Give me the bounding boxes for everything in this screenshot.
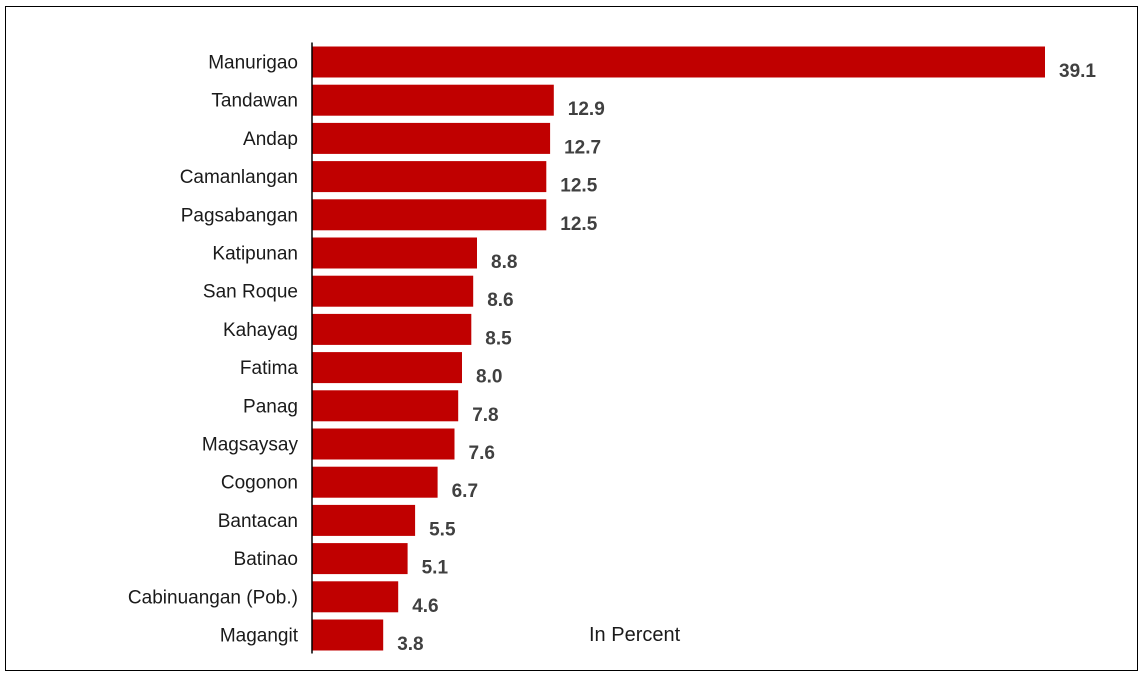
- chart-frame: Manurigao Tandawan Andap Camanlangan Pagsaba…: [5, 6, 1138, 671]
- bar-chart: Manurigao Tandawan Andap Camanlangan Pagsaba…: [128, 42, 1096, 655]
- category-label: Kahayag: [223, 320, 298, 341]
- bar-panag: [312, 390, 459, 422]
- category-label: San Roque: [203, 282, 298, 303]
- value-label: 5.5: [429, 519, 456, 540]
- category-labels: Manurigao Tandawan Andap Camanlangan Pagsaba…: [128, 53, 299, 647]
- bar-batinao: [312, 543, 408, 575]
- value-label: 8.5: [485, 328, 512, 349]
- bar-katipunan: [312, 237, 477, 269]
- category-label: Fatima: [240, 358, 299, 379]
- value-label: 3.8: [397, 634, 423, 655]
- value-label: 7.6: [469, 443, 495, 464]
- category-label: Panag: [243, 396, 298, 417]
- value-label: 5.1: [422, 558, 449, 579]
- value-labels: 39.1 12.9 12.7 12.5 12.5 8.8 8.6 8.5 8.0 7.8 7.6 6.…: [397, 61, 1096, 655]
- bar-fatima: [312, 352, 462, 384]
- value-label: 12.9: [568, 99, 605, 120]
- bar-san-roque: [312, 275, 474, 307]
- category-label: Manurigao: [208, 53, 298, 74]
- category-label: Bantacan: [218, 511, 298, 532]
- category-label: Magangit: [220, 626, 299, 647]
- bar-manurigao: [312, 46, 1045, 78]
- bar-kahayag: [312, 313, 472, 345]
- value-label: 12.5: [560, 214, 597, 235]
- category-label: Tandawan: [211, 91, 298, 112]
- category-label: Katipunan: [212, 244, 298, 265]
- category-label: Cabinuangan (Pob.): [128, 587, 298, 608]
- bar-camanlangan: [312, 161, 547, 193]
- category-label: Cogonon: [221, 473, 298, 494]
- bar-bantacan: [312, 504, 416, 536]
- value-label: 4.6: [412, 596, 438, 617]
- bar-cabinuangan-pob: [312, 581, 399, 613]
- bar-tandawan: [312, 84, 554, 116]
- value-label: 39.1: [1059, 61, 1096, 82]
- value-label: 8.6: [487, 290, 513, 311]
- value-label: 8.0: [476, 367, 502, 388]
- value-label: 12.5: [560, 176, 597, 197]
- category-label: Batinao: [234, 549, 298, 570]
- bar-magsaysay: [312, 428, 455, 460]
- bar-cogonon: [312, 466, 438, 498]
- bar-magangit: [312, 619, 384, 651]
- value-label: 8.8: [491, 252, 517, 273]
- bars-group: [312, 46, 1045, 651]
- category-label: Camanlangan: [180, 167, 298, 188]
- value-label: 12.7: [564, 137, 601, 158]
- category-label: Pagsabangan: [181, 205, 298, 226]
- category-label: Magsaysay: [202, 435, 299, 456]
- chart-annotation: In Percent: [589, 624, 681, 646]
- category-label: Andap: [243, 129, 298, 150]
- bar-pagsabangan: [312, 199, 547, 231]
- value-label: 6.7: [452, 481, 478, 502]
- value-label: 7.8: [472, 405, 498, 426]
- bar-andap: [312, 122, 551, 154]
